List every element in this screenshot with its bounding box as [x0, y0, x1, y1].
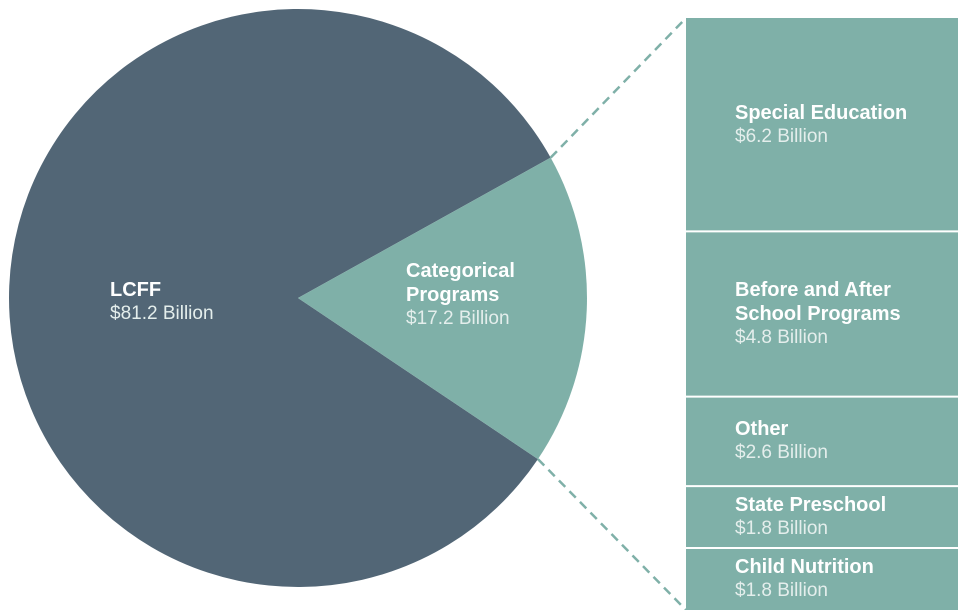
bar-segment: [686, 486, 958, 549]
segment-label: Other $2.6 Billion: [735, 417, 935, 465]
connector: [549, 17, 687, 159]
slice-label: LCFF $81.2 Billion: [110, 278, 310, 326]
pie-slice: [298, 157, 587, 460]
label-value: $6.2 Billion: [735, 125, 828, 147]
label-name: Other: [735, 418, 789, 441]
label-value: $2.6 Billion: [735, 442, 828, 464]
bar-segment: [686, 396, 958, 487]
bar-segment: [686, 18, 958, 232]
label-value: $17.2 Billion: [406, 308, 510, 329]
bar-segment: [686, 548, 958, 610]
slice-label: Categorical Programs $17.2 Billion: [406, 259, 566, 331]
segment-label: Special Education $6.2 Billion: [735, 101, 935, 149]
segment-label: Child Nutrition $1.8 Billion: [735, 555, 935, 603]
label-name: Child Nutrition: [735, 556, 874, 579]
segment-label: Before and After School Programs $4.8 Bil…: [735, 278, 935, 350]
label-name: Before and After School Programs: [735, 279, 901, 325]
connector: [537, 458, 687, 610]
label-value: $1.8 Billion: [735, 580, 828, 602]
label-name: Categorical Programs: [406, 260, 515, 306]
bar-segment: [686, 231, 958, 397]
pie-slice: [9, 9, 551, 588]
label-value: $1.8 Billion: [735, 518, 828, 540]
label-name: LCFF: [110, 279, 162, 301]
label-value: $4.8 Billion: [735, 327, 828, 348]
segment-label: State Preschool $1.8 Billion: [735, 493, 935, 541]
label-name: State Preschool: [735, 494, 887, 517]
label-value: $81.2 Billion: [110, 303, 214, 324]
label-name: Special Education: [735, 101, 908, 124]
